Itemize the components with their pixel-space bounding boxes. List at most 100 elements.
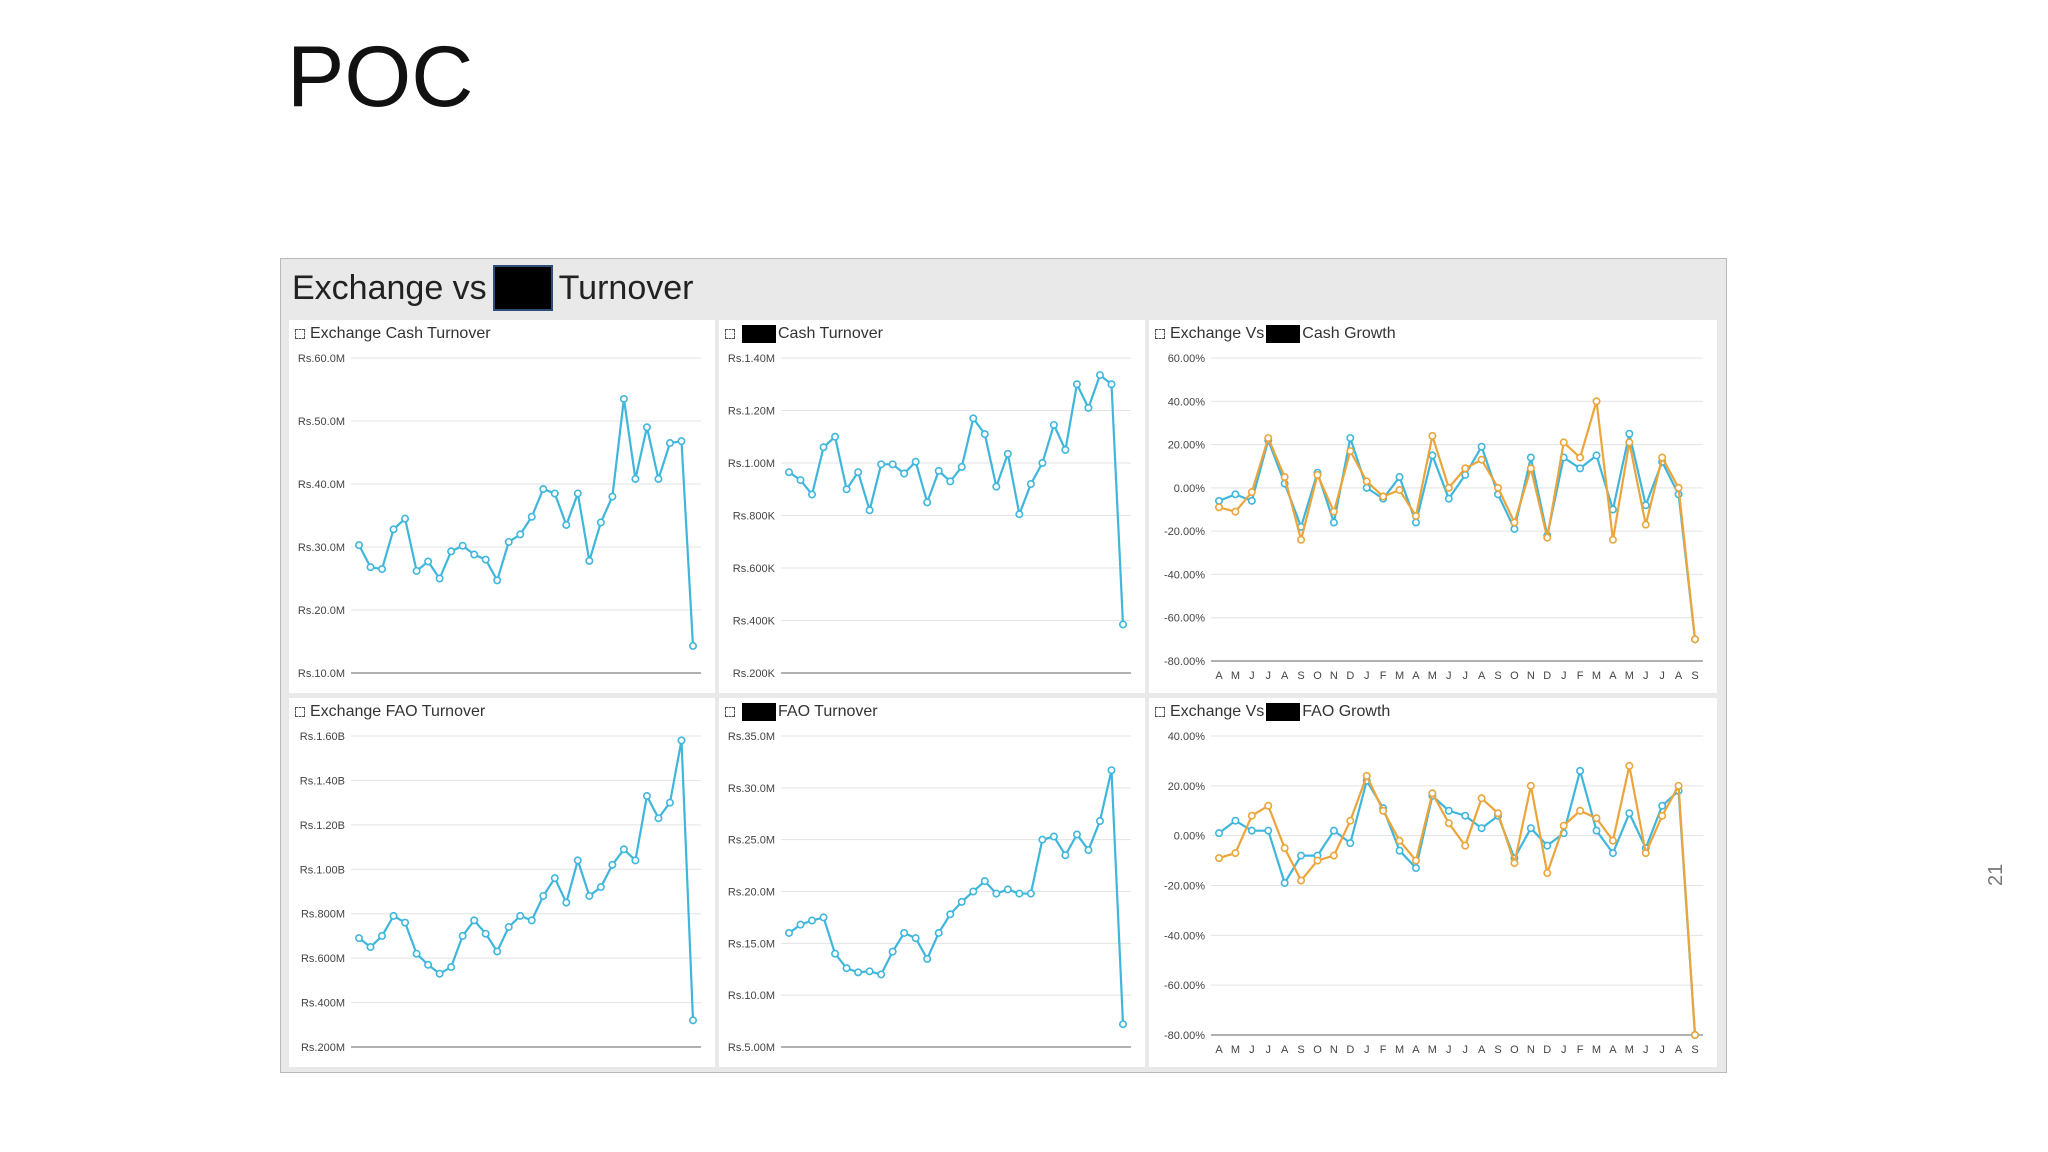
data-point[interactable]	[1297, 876, 1306, 885]
data-point[interactable]	[481, 555, 490, 564]
data-point[interactable]	[1592, 451, 1601, 460]
data-point[interactable]	[1477, 455, 1486, 464]
data-point[interactable]	[493, 947, 502, 956]
data-point[interactable]	[596, 518, 605, 527]
data-point[interactable]	[1379, 492, 1388, 501]
data-point[interactable]	[1444, 483, 1453, 492]
data-point[interactable]	[1461, 841, 1470, 850]
data-point[interactable]	[1608, 836, 1617, 845]
data-point[interactable]	[1690, 635, 1699, 644]
data-point[interactable]	[1658, 811, 1667, 820]
data-point[interactable]	[1559, 821, 1568, 830]
data-point[interactable]	[389, 525, 398, 534]
data-point[interactable]	[550, 874, 559, 883]
data-point[interactable]	[412, 949, 421, 958]
data-point[interactable]	[1444, 494, 1453, 503]
data-point[interactable]	[1015, 889, 1024, 898]
data-point[interactable]	[688, 1016, 697, 1025]
data-point[interactable]	[1346, 839, 1355, 848]
data-point[interactable]	[1444, 819, 1453, 828]
data-point[interactable]	[504, 923, 513, 932]
data-point[interactable]	[562, 898, 571, 907]
data-point[interactable]	[1625, 761, 1634, 770]
data-point[interactable]	[1247, 496, 1256, 505]
data-point[interactable]	[888, 947, 897, 956]
data-point[interactable]	[1362, 771, 1371, 780]
data-point[interactable]	[900, 469, 909, 478]
data-point[interactable]	[1231, 849, 1240, 858]
data-point[interactable]	[1061, 851, 1070, 860]
data-point[interactable]	[412, 566, 421, 575]
data-point[interactable]	[923, 498, 932, 507]
data-point[interactable]	[980, 877, 989, 886]
data-point[interactable]	[435, 574, 444, 583]
data-point[interactable]	[1576, 806, 1585, 815]
data-point[interactable]	[831, 949, 840, 958]
data-point[interactable]	[957, 897, 966, 906]
data-point[interactable]	[854, 468, 863, 477]
data-point[interactable]	[819, 443, 828, 452]
data-point[interactable]	[1346, 434, 1355, 443]
data-point[interactable]	[470, 916, 479, 925]
data-point[interactable]	[865, 967, 874, 976]
data-point[interactable]	[1526, 453, 1535, 462]
data-point[interactable]	[1107, 766, 1116, 775]
data-point[interactable]	[1494, 483, 1503, 492]
data-point[interactable]	[1247, 826, 1256, 835]
data-point[interactable]	[573, 489, 582, 498]
data-point[interactable]	[1428, 789, 1437, 798]
data-point[interactable]	[1297, 851, 1306, 860]
data-point[interactable]	[493, 576, 502, 585]
data-point[interactable]	[1559, 438, 1568, 447]
expand-icon[interactable]	[295, 707, 305, 717]
data-point[interactable]	[642, 791, 651, 800]
data-point[interactable]	[596, 883, 605, 892]
data-point[interactable]	[911, 934, 920, 943]
data-point[interactable]	[608, 860, 617, 869]
data-point[interactable]	[1264, 434, 1273, 443]
data-point[interactable]	[470, 550, 479, 559]
data-point[interactable]	[1461, 811, 1470, 820]
data-point[interactable]	[585, 556, 594, 565]
data-point[interactable]	[1346, 447, 1355, 456]
data-point[interactable]	[401, 918, 410, 927]
data-point[interactable]	[527, 512, 536, 521]
data-point[interactable]	[539, 485, 548, 494]
data-point[interactable]	[819, 913, 828, 922]
data-point[interactable]	[1026, 889, 1035, 898]
data-point[interactable]	[946, 910, 955, 919]
data-point[interactable]	[1395, 473, 1404, 482]
data-point[interactable]	[1411, 856, 1420, 865]
data-point[interactable]	[1674, 781, 1683, 790]
data-point[interactable]	[1346, 816, 1355, 825]
data-point[interactable]	[1264, 826, 1273, 835]
data-point[interactable]	[608, 492, 617, 501]
data-point[interactable]	[539, 891, 548, 900]
data-point[interactable]	[1428, 431, 1437, 440]
data-point[interactable]	[688, 641, 697, 650]
data-point[interactable]	[665, 439, 674, 448]
expand-icon[interactable]	[1155, 707, 1165, 717]
data-point[interactable]	[842, 485, 851, 494]
data-point[interactable]	[808, 916, 817, 925]
data-point[interactable]	[1313, 856, 1322, 865]
data-point[interactable]	[550, 489, 559, 498]
data-point[interactable]	[1526, 464, 1535, 473]
data-point[interactable]	[677, 437, 686, 446]
data-point[interactable]	[1494, 809, 1503, 818]
data-point[interactable]	[424, 557, 433, 566]
data-point[interactable]	[1215, 496, 1224, 505]
data-point[interactable]	[785, 468, 794, 477]
data-point[interactable]	[911, 457, 920, 466]
data-point[interactable]	[1049, 420, 1058, 429]
data-point[interactable]	[1003, 885, 1012, 894]
data-point[interactable]	[1231, 507, 1240, 516]
data-point[interactable]	[1095, 371, 1104, 380]
data-point[interactable]	[1526, 781, 1535, 790]
data-point[interactable]	[980, 430, 989, 439]
data-point[interactable]	[1072, 830, 1081, 839]
data-point[interactable]	[1576, 766, 1585, 775]
data-point[interactable]	[888, 460, 897, 469]
data-point[interactable]	[957, 462, 966, 471]
data-point[interactable]	[831, 432, 840, 441]
